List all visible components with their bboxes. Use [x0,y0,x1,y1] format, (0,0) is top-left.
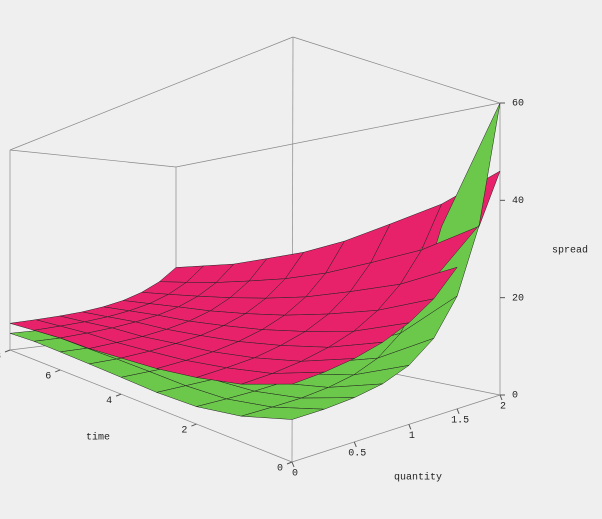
y-tick-label: 2 [500,402,506,413]
z-tick-label: 0 [512,391,518,402]
x-tick-label: 2 [181,426,187,437]
y-axis-label: quantity [394,472,442,484]
surface-patch [241,371,325,385]
x-tick [286,461,293,465]
box-edge [9,36,294,151]
x-tick-label: 0 [277,464,283,475]
z-tick-label: 20 [512,293,524,304]
x-tick [191,423,197,427]
y-tick [456,408,460,415]
z-tick-label: 60 [512,99,524,110]
y-tick [408,424,412,430]
box-edge [292,36,501,104]
y-tick [291,461,295,468]
y-tick [353,441,357,448]
x-tick-label: 8 [0,352,1,363]
y-tick-label: 1 [409,431,415,442]
box-edge [9,149,177,168]
x-tick-label: 6 [45,372,51,383]
y-tick-label: 1.5 [451,415,469,426]
x-tick-label: 4 [106,396,112,407]
z-axis-label: spread [552,245,588,257]
x-tick [4,349,11,353]
y-tick-label: 0.5 [348,449,366,460]
z-tick-label: 40 [512,196,524,207]
box-edge [9,349,293,463]
y-tick-label: 0 [292,469,298,480]
x-tick [55,369,61,373]
box-edge [175,102,501,168]
surface-patch [240,406,325,420]
x-tick [115,393,122,397]
x-axis-label: time [86,432,110,444]
box-edge [291,394,501,463]
y-tick [499,394,503,401]
